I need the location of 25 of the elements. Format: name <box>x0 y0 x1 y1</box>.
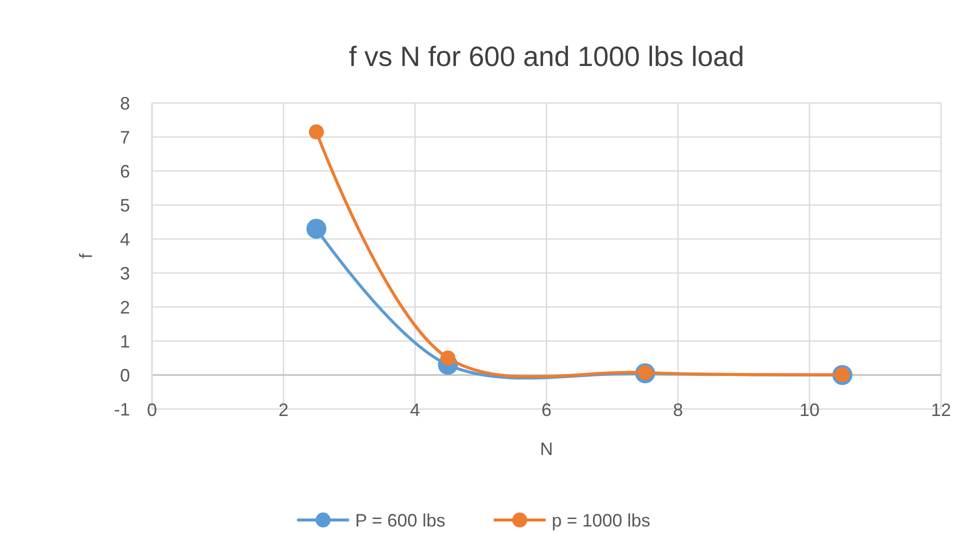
point <box>308 124 324 140</box>
x-tick-label: 8 <box>672 400 684 420</box>
x-tick-label: 6 <box>541 400 552 420</box>
y-axis-title: f <box>76 252 96 259</box>
legend-label: p = 1000 lbs <box>552 510 650 530</box>
x-tick-label: 0 <box>146 400 158 420</box>
point <box>306 218 326 239</box>
y-tick-label: 3 <box>120 263 130 284</box>
x-tick-label: 12 <box>930 400 952 420</box>
y-tick-label: -1 <box>114 399 130 420</box>
y-tick-label: 1 <box>120 331 130 352</box>
y-tick-label: 4 <box>120 229 130 250</box>
x-axis-title: N <box>540 439 553 459</box>
y-tick-label: 8 <box>120 93 130 114</box>
chart-title: f vs N for 600 and 1000 lbs load <box>348 41 744 72</box>
x-tick-label: 2 <box>278 400 289 420</box>
point <box>440 350 456 366</box>
y-tick-label: 2 <box>120 297 130 318</box>
legend-label: P = 600 lbs <box>355 510 446 530</box>
y-tick-label: 6 <box>120 161 130 182</box>
y-tick-label: 7 <box>120 127 130 148</box>
y-tick-label: 0 <box>120 365 130 386</box>
x-tick-label: 10 <box>799 400 820 420</box>
x-tick-label: 4 <box>410 400 420 420</box>
y-tick-label: 5 <box>120 195 130 216</box>
